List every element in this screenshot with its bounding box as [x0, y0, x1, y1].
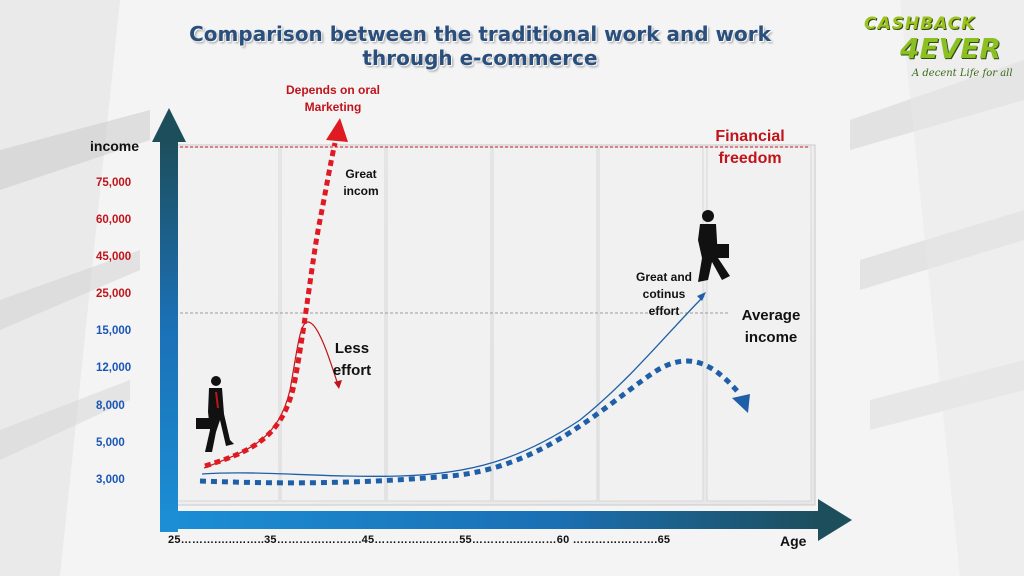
- y-tick-label: 75,000: [96, 177, 132, 189]
- y-axis: [152, 108, 186, 532]
- page-title: Comparison between the traditional work …: [189, 22, 771, 70]
- y-tick-label: 3,000: [96, 474, 125, 486]
- chart-panels: [174, 144, 816, 506]
- x-axis-ticks: 25……….…..……..35………….……….45…………..………55…………: [168, 534, 671, 546]
- x-axis: [160, 499, 852, 541]
- ecommerce-thin-arrowhead: [334, 380, 342, 389]
- average-income-label: Average income: [741, 307, 801, 346]
- traditional-thin-line: [201, 295, 705, 477]
- logo-text-main: 4EVER: [900, 32, 1001, 65]
- y-axis-title: income: [90, 138, 140, 154]
- y-tick-label: 25,000: [96, 288, 132, 300]
- traditional-thin-arrowhead: [697, 292, 706, 301]
- logo-text-top: CASHBACK: [864, 14, 976, 34]
- brand-logo: CASHBACK 4EVER A decent Life for all: [856, 8, 1016, 92]
- y-tick-label: 15,000: [96, 325, 132, 337]
- less-effort-label: Less effort: [332, 340, 372, 379]
- great-income-label: Great incom: [343, 167, 379, 198]
- y-tick-label: 12,000: [96, 362, 132, 374]
- financial-freedom-label: Financial freedom: [715, 128, 785, 167]
- walking-businessman-icon: [698, 210, 730, 282]
- y-tick-label: 60,000: [96, 214, 132, 226]
- ecommerce-dashed-line: [204, 142, 338, 469]
- logo-tagline: A decent Life for all: [912, 68, 1013, 79]
- ecommerce-dashed-arrowhead: [326, 118, 348, 142]
- x-axis-title: Age: [780, 533, 807, 549]
- y-tick-label: 45,000: [96, 251, 132, 263]
- traditional-dashed-arrowhead: [732, 394, 750, 413]
- depends-on-oral-marketing-label: Depends on oral Marketing: [285, 83, 380, 114]
- y-tick-label: 5,000: [96, 437, 125, 449]
- great-continuous-effort-label: Great and cotinus effort: [635, 270, 692, 318]
- y-tick-label: 8,000: [96, 400, 125, 412]
- climbing-businessman-icon: [196, 376, 234, 452]
